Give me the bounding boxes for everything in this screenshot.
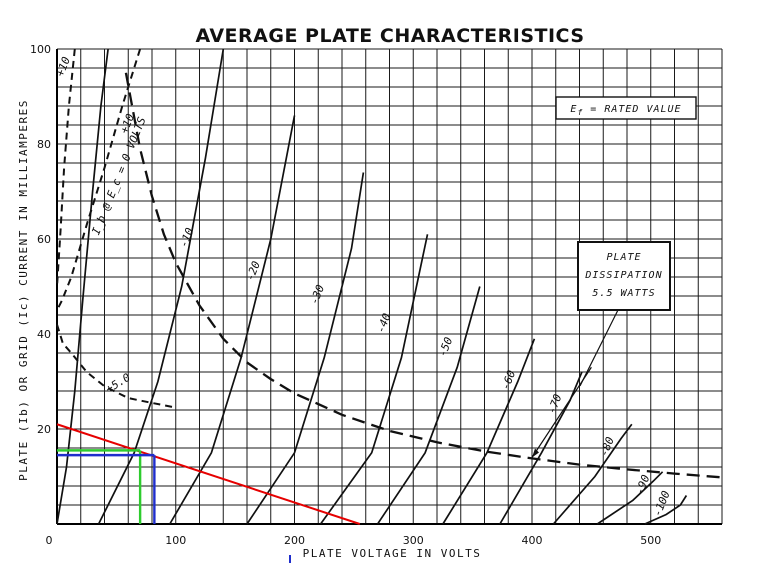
- curve-label-80: -80: [597, 435, 617, 459]
- dissipation-box-line-2: DISSIPATION: [584, 270, 662, 281]
- curve-ec-30: [246, 172, 365, 525]
- x-tick-label: 100: [165, 534, 186, 547]
- chart-title: AVERAGE PLATE CHARACTERISTICS: [195, 25, 584, 47]
- y-axis-label: PLATE (Ib) OR GRID (Ic) CURRENT IN MILLI…: [17, 99, 30, 481]
- curve-ec-40: [319, 234, 429, 525]
- y-tick-label: 60: [37, 233, 51, 246]
- curve-label-90: -90: [633, 473, 653, 497]
- y-tick-label: 80: [37, 138, 51, 151]
- ef-box-frame: [555, 96, 697, 120]
- x-axis-label: PLATE VOLTAGE IN VOLTS: [303, 547, 482, 560]
- curve-ec-100: [644, 495, 688, 525]
- dissipation-box-line-3: 5.5 WATTS: [592, 288, 655, 299]
- curve-label-30: -30: [308, 283, 328, 307]
- ef-rated-value-box: Ef = RATED VALUE: [555, 96, 697, 120]
- ef-box-label: Ef = RATED VALUE: [570, 104, 681, 117]
- grid-current-curve-2: [56, 48, 142, 311]
- curve-ec-10: [97, 48, 225, 525]
- load-line-overlay: [56, 423, 361, 525]
- curve-ec-20: [169, 115, 296, 525]
- y-tick-label: 20: [37, 423, 51, 436]
- dissipation-box-line-1: PLATE: [606, 252, 641, 263]
- x-tick-label: 200: [284, 534, 305, 547]
- dissipation-arrow-head: [532, 448, 539, 458]
- x-tick-label: 500: [640, 534, 661, 547]
- x-axis-tick-mark: [289, 555, 291, 563]
- curve-label-100: -100: [651, 489, 673, 519]
- dissipation-arrow-shaft: [531, 366, 592, 458]
- x-tick-labels: 0 100 200 300 400 500: [46, 534, 662, 547]
- y-tick-label: 40: [37, 328, 51, 341]
- x-tick-label: 400: [522, 534, 543, 547]
- x-tick-label: 300: [403, 534, 424, 547]
- grid-current-curve-3: [56, 324, 176, 409]
- curve-label-10: -10: [177, 226, 197, 250]
- x-tick-label: 0: [46, 534, 53, 547]
- grid-current-curve-1: [56, 48, 76, 287]
- curve-ec-80: [552, 423, 633, 525]
- curve-ec-90: [596, 471, 664, 525]
- dissipation-leader: [579, 309, 619, 387]
- curve-label-50: -50: [436, 335, 456, 359]
- load-line: [56, 423, 361, 525]
- plate-dissipation-box: PLATE DISSIPATION 5.5 WATTS: [577, 241, 671, 311]
- y-tick-label: 100: [30, 43, 51, 56]
- curve-ec-60: [442, 338, 536, 525]
- dissipation-curve: [124, 72, 723, 479]
- dissipation-hyperbola: [124, 72, 723, 479]
- curve-ec-50: [376, 286, 481, 525]
- dissipation-box-frame: [577, 241, 671, 311]
- curve-ec-70: [499, 371, 583, 525]
- y-tick-labels: 20 40 60 80 100: [30, 43, 51, 436]
- grid-current-curves: [56, 48, 176, 409]
- curve-ec-ib-ec-0-volts: [56, 48, 109, 525]
